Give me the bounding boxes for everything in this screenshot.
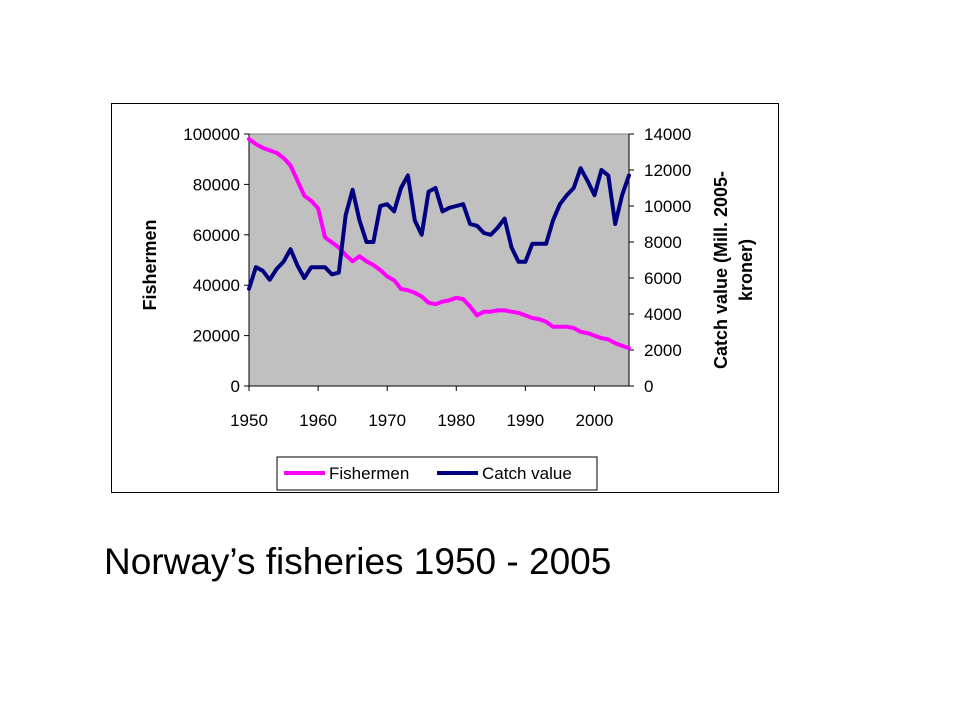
y2-tick-label: 6000 <box>644 269 682 288</box>
y-axis-title: Fishermen <box>140 219 160 310</box>
x-tick-label: 2000 <box>576 411 614 430</box>
y2-tick-label: 4000 <box>644 305 682 324</box>
y2-tick-label: 14000 <box>644 125 691 144</box>
y2-tick-label: 2000 <box>644 341 682 360</box>
legend-label-fishermen: Fishermen <box>329 464 409 483</box>
y-tick-label: 20000 <box>193 327 240 346</box>
caption: Norway’s fisheries 1950 - 2005 <box>104 541 612 582</box>
chart-svg: 0 20000 40000 60000 80000 100000 0 2000 4000 6000… <box>140 125 756 491</box>
x-tick-label: 1990 <box>506 411 544 430</box>
y2-tick-label: 0 <box>644 377 653 396</box>
y2-axis-title-line-2: kroner) <box>736 239 756 301</box>
x-tick-label: 1950 <box>230 411 268 430</box>
x-tick-label: 1960 <box>299 411 337 430</box>
y-tick-label: 60000 <box>193 226 240 245</box>
legend: Fishermen Catch value <box>276 456 598 491</box>
legend-label-catch-value: Catch value <box>482 464 572 483</box>
y2-tick-label: 8000 <box>644 233 682 252</box>
x-tick-label: 1980 <box>437 411 475 430</box>
y-tick-label: 100000 <box>183 125 240 144</box>
y2-axis-title-line-1: Catch value (Mill. 2005- <box>711 171 731 369</box>
y-tick-label: 80000 <box>193 175 240 194</box>
series-line-fishermen <box>247 137 631 351</box>
chart-frame: 0 20000 40000 60000 80000 100000 0 2000 4000 6000… <box>111 103 779 493</box>
series-line-catch-value <box>247 166 631 291</box>
y2-tick-label: 12000 <box>644 161 691 180</box>
y-tick-label: 0 <box>231 377 240 396</box>
y2-tick-label: 10000 <box>644 197 691 216</box>
x-tick-label: 1970 <box>368 411 406 430</box>
plot-area <box>248 133 630 387</box>
y-tick-label: 40000 <box>193 276 240 295</box>
